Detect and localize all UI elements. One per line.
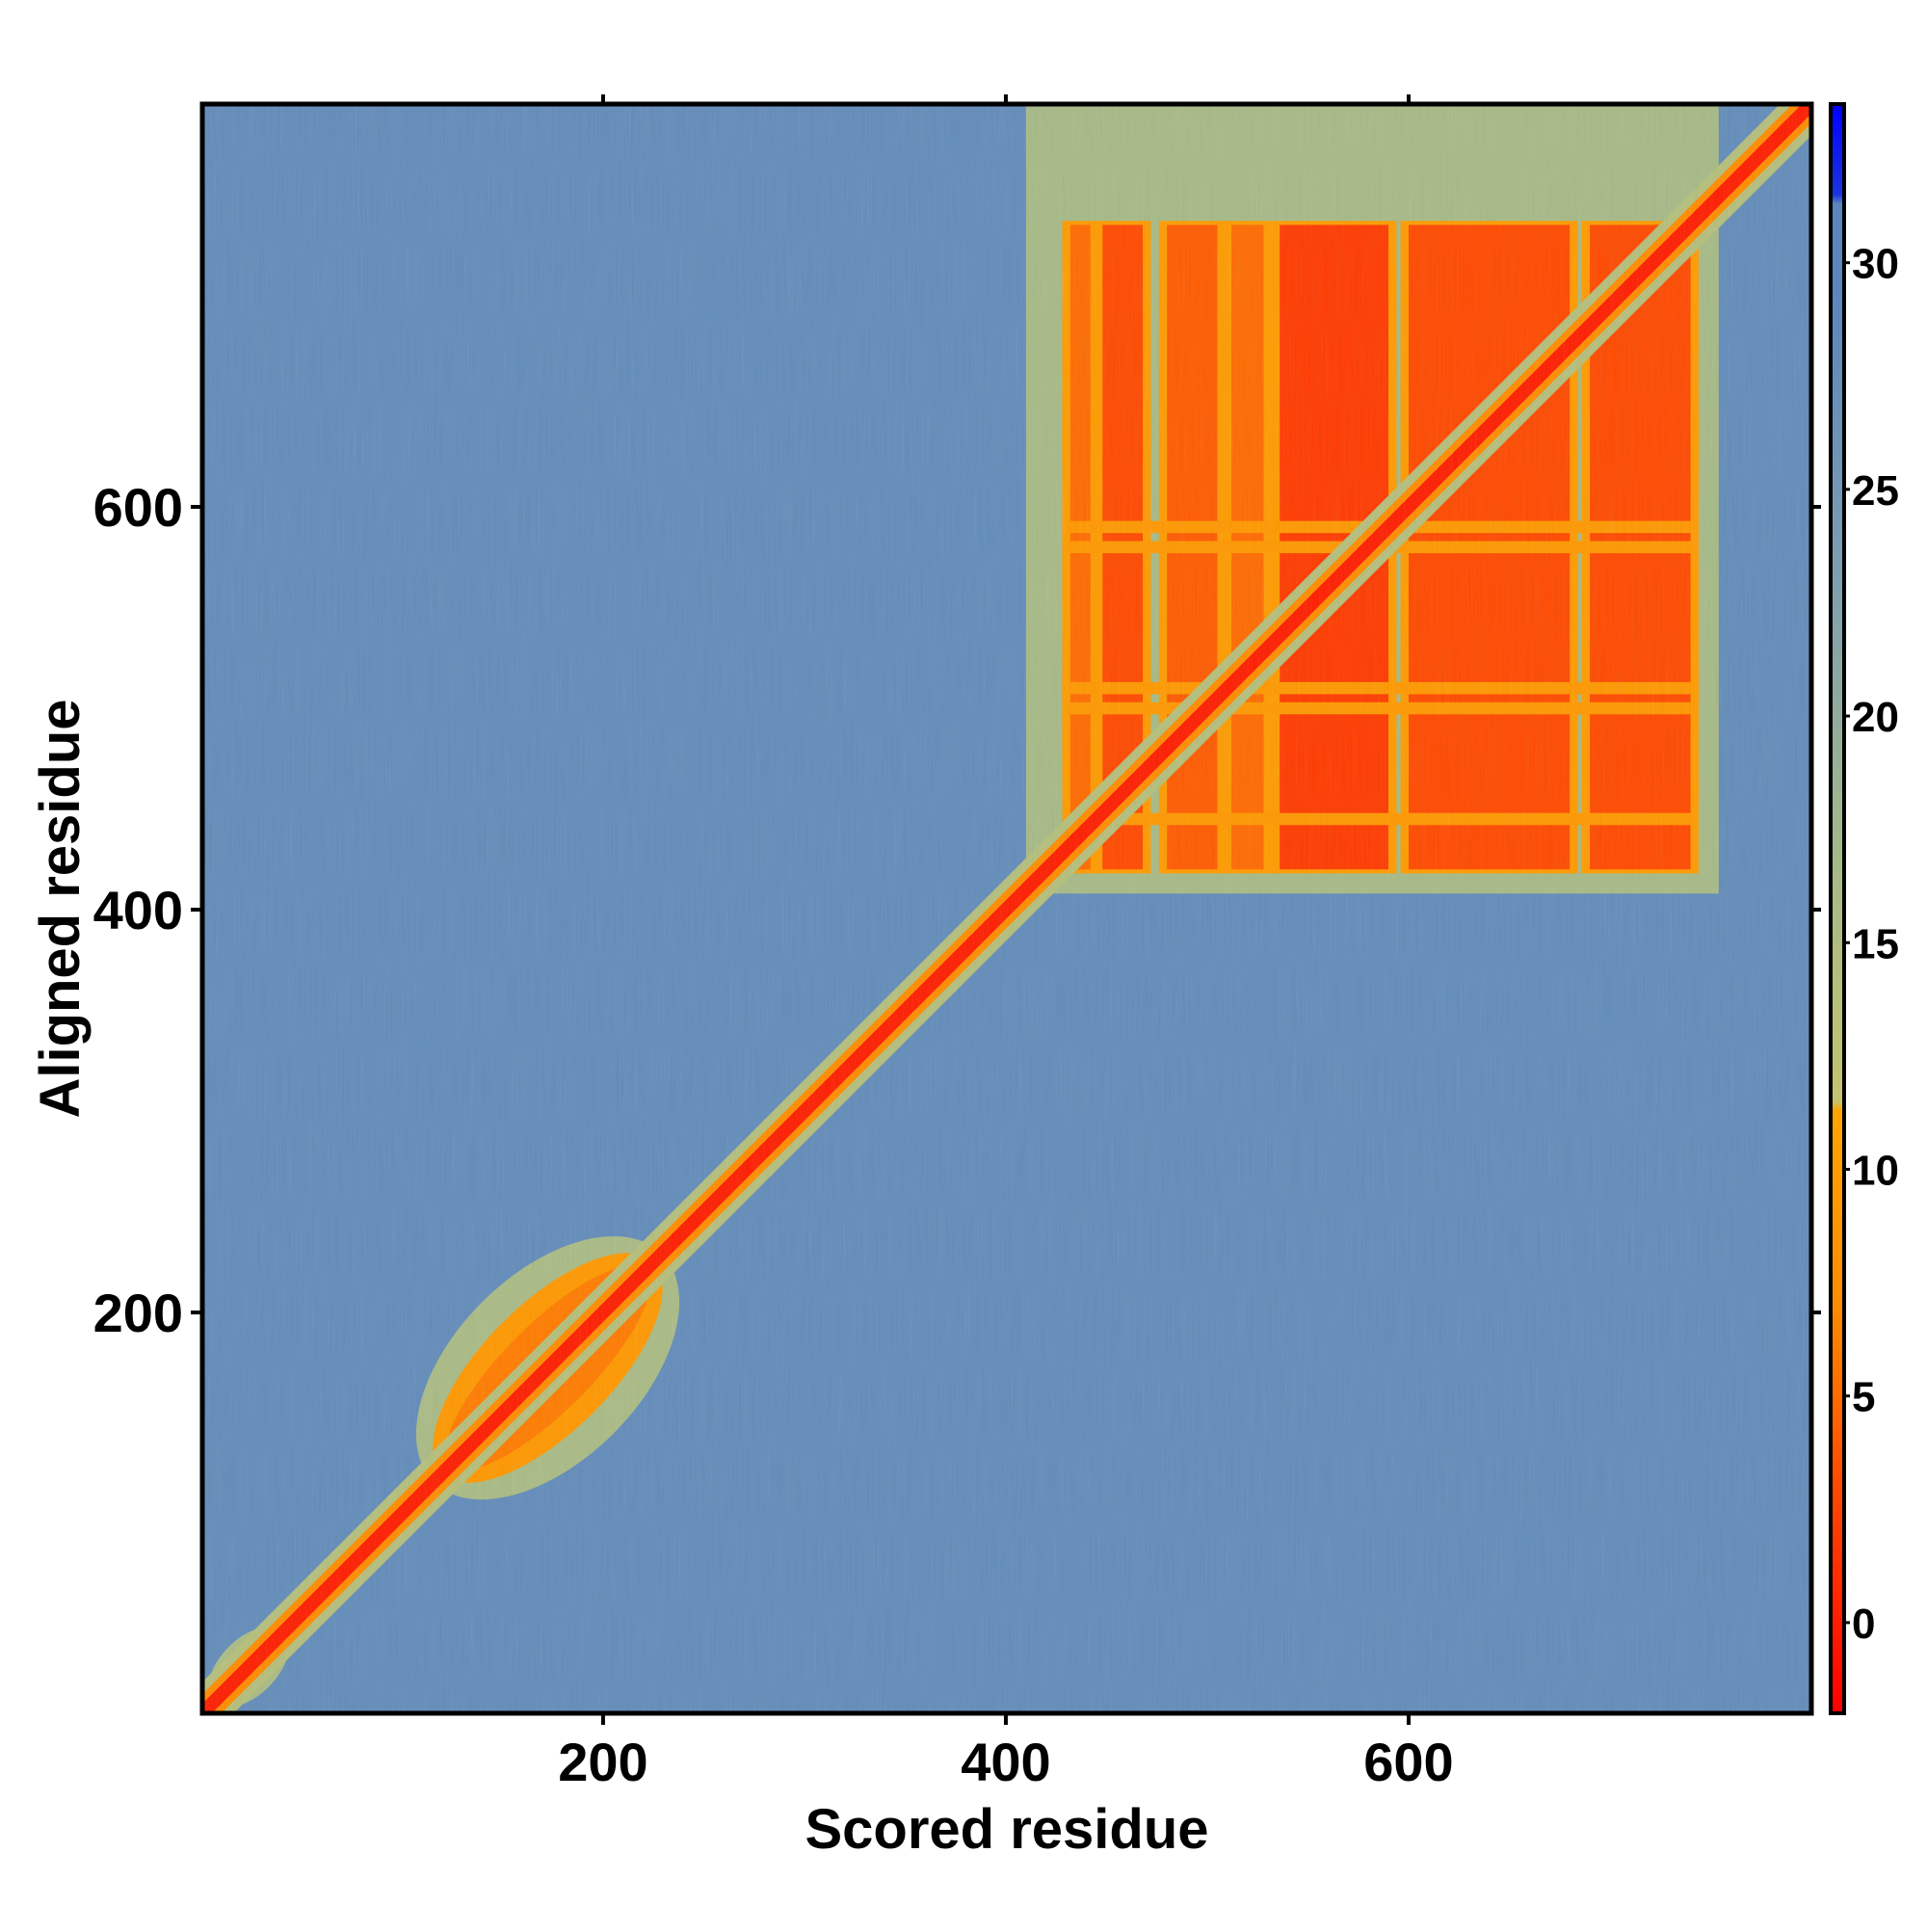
y-tick-label: 200: [93, 1283, 183, 1343]
colorbar-frame: [1829, 102, 1846, 1715]
heatmap: [202, 104, 1811, 1713]
colorbar-tick-label: 25: [1852, 467, 1899, 515]
heatmap-texture: [202, 104, 1811, 1713]
colorbar-tick-label: 10: [1852, 1147, 1899, 1194]
colorbar-gradient: [1831, 104, 1844, 1713]
x-axis-label: Scored residue: [805, 1798, 1208, 1861]
colorbar-tick-label: 5: [1852, 1374, 1875, 1421]
colorbar-tick-label: 30: [1852, 241, 1899, 288]
colorbar-tick-label: 20: [1852, 694, 1899, 741]
y-axis-label: Aligned residue: [29, 699, 92, 1118]
x-tick-label: 200: [558, 1732, 647, 1792]
y-tick-label: 400: [93, 880, 183, 940]
colorbar-tick-label: 15: [1852, 920, 1899, 967]
x-tick-label: 600: [1363, 1732, 1453, 1792]
x-tick-label: 400: [961, 1732, 1050, 1792]
y-tick-label: 600: [93, 477, 183, 538]
colorbar: 0 5 10 15 20 25 30: [1829, 102, 1899, 1715]
colorbar-tick-label: 0: [1852, 1601, 1875, 1648]
colorbar-ticks: 0 5 10 15 20 25 30: [1844, 241, 1899, 1648]
axes: 200 400 600 200 400 600: [93, 94, 1821, 1792]
